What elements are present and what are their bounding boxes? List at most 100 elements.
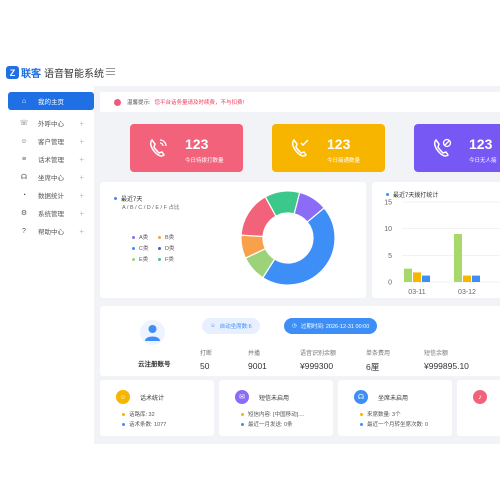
sidebar-item-label: 客户管理 (38, 139, 64, 146)
legend-item[interactable]: D类 (158, 244, 174, 252)
pie-slice-1[interactable] (262, 207, 336, 286)
card-title: 坐席未启用 (378, 396, 409, 402)
extra-card[interactable]: ♪ (457, 380, 500, 436)
legend-label: C类 (139, 246, 149, 252)
x-tick-label: 03-11 (408, 289, 425, 296)
user-small-icon: ☺ (210, 323, 216, 329)
expand-icon[interactable]: + (79, 154, 84, 164)
seat-card[interactable]: ☊ 坐席未启用 来席数量: 3个 最近一个月转坐席次数: 0 (338, 380, 452, 436)
bar-03-11-1[interactable] (413, 272, 421, 282)
home-icon: ⌂ (21, 97, 27, 105)
line-dot (360, 412, 363, 416)
sidebar-item-help[interactable]: ? 帮助中心 + (8, 222, 94, 240)
clock-icon: ◷ (292, 323, 297, 329)
stat-card-pending[interactable]: 123 今日待拨打数量 (130, 124, 243, 172)
card-line-text: 最近一个月转坐席次数: 0 (367, 422, 429, 428)
users-icon: ☺ (20, 137, 28, 145)
bar-chart-title: 最近7天拨打统计 (393, 193, 439, 199)
metric-concurrency: 并播 9001 (248, 348, 267, 371)
expand-icon[interactable]: + (79, 190, 84, 200)
headset-icon: ☊ (354, 390, 368, 404)
card-line: 话路库: 32 (122, 410, 155, 418)
card-line: 短信内容: [中国移动].... (241, 410, 304, 418)
sidebar-item-scripts[interactable]: ≡ 话术管理 + (8, 150, 94, 168)
logo[interactable]: Z 联客 语音智能系统 (6, 65, 104, 80)
y-tick-label: 15 (384, 200, 392, 207)
legend-item[interactable]: A类 (132, 233, 148, 241)
expire-text: 过期时间: 2026-12-31 00:00 (300, 324, 370, 330)
bar-03-12-2[interactable] (472, 275, 480, 282)
sidebar-item-label: 数据统计 (38, 193, 64, 200)
script-stats-card[interactable]: ☺ 话术统计 话路库: 32 话术条数: 1077 (100, 380, 214, 436)
logo-mark: Z (6, 66, 19, 79)
metric-asr-balance: 语音识别余额 ¥999300 (300, 348, 336, 371)
sidebar-item-home[interactable]: ⌂ 我的主页 (8, 92, 94, 110)
legend-item[interactable]: E类 (132, 255, 148, 263)
stat-card-unanswered[interactable]: 123 今日无人接 (414, 124, 500, 172)
card-title: 话术统计 (140, 396, 165, 402)
bar-03-11-2[interactable] (422, 275, 430, 282)
sidebar-item-label: 坐席中心 (38, 175, 64, 182)
intent-panel: 最近7天 A / B / C / D / E / F 占比 A类 B类 C类 D… (100, 182, 366, 298)
sidebar-item-customers[interactable]: ☺ 客户管理 + (8, 132, 94, 150)
sidebar-item-system[interactable]: ⚙ 系统管理 + (8, 204, 94, 222)
phone-check-icon (291, 138, 309, 157)
metric-value: 9001 (248, 361, 267, 371)
stat-card-connected[interactable]: 123 今日接通数量 (272, 124, 385, 172)
menu-toggle-icon[interactable] (106, 68, 115, 75)
help-icon: ? (22, 227, 26, 235)
panel-title-wrap: 最近7天拨打统计 (386, 190, 438, 199)
metric-sms-balance: 短信余额 ¥999895.10 (424, 348, 469, 371)
card-line-text: 话路库: 32 (129, 412, 155, 418)
card-line-text: 最近一月发送: 0条 (248, 422, 293, 428)
avatar[interactable] (140, 320, 165, 345)
metric-value: ¥999895.10 (424, 361, 469, 371)
stat-label: 今日接通数量 (327, 158, 361, 164)
call-stats-panel: 最近7天拨打统计 0 5 10 15 03-11 03-12 (372, 182, 500, 298)
legend-item[interactable]: F类 (158, 255, 174, 263)
card-line: 来席数量: 3个 (360, 410, 401, 418)
legend-dot (132, 257, 135, 261)
sidebar-item-label: 我的主页 (38, 99, 64, 106)
system-name: 语音智能系统 (44, 69, 104, 80)
legend-item[interactable]: B类 (158, 233, 174, 241)
account-panel: 云注册账号 ☺ 自动坐席数:6 ◷ 过期时间: 2026-12-31 00:00… (100, 306, 500, 376)
warning-icon (114, 98, 121, 106)
legend-dot (158, 246, 161, 250)
sidebar-item-label: 帮助中心 (38, 229, 64, 236)
card-line-text: 来席数量: 3个 (367, 412, 401, 418)
legend-item[interactable]: C类 (132, 244, 148, 252)
expand-icon[interactable]: + (79, 118, 84, 128)
sidebar-item-outbound[interactable]: ☏ 外呼中心 + (8, 114, 94, 132)
metric-label: 单条费用 (366, 351, 391, 357)
sms-card[interactable]: ✉ 短信未启用 短信内容: [中国移动].... 最近一月发送: 0条 (219, 380, 333, 436)
pie-slice-5[interactable] (264, 190, 301, 217)
notice-label: 温馨提示: (127, 100, 151, 106)
bar-03-11-0[interactable] (404, 268, 412, 282)
expire-badge[interactable]: ◷ 过期时间: 2026-12-31 00:00 (284, 318, 378, 334)
expand-icon[interactable]: + (79, 208, 84, 218)
card-line-text: 短信内容: [中国移动].... (248, 412, 305, 418)
bar-03-12-1[interactable] (463, 275, 471, 282)
y-tick-label: 10 (384, 226, 392, 233)
sidebar-item-label: 外呼中心 (38, 121, 64, 128)
sidebar-item-statistics[interactable]: ◔ 数据统计 + (8, 186, 94, 204)
stat-value: 123 (327, 136, 351, 152)
legend-label: B类 (165, 235, 175, 241)
chart-icon: ◔ (21, 191, 27, 199)
bar-03-12-0[interactable] (454, 234, 462, 282)
line-dot (122, 422, 125, 426)
expand-icon[interactable]: + (79, 226, 84, 236)
expand-icon[interactable]: + (79, 136, 84, 146)
metric-label: 打断 (200, 351, 213, 357)
legend-dot (132, 235, 135, 239)
auto-assign-badge[interactable]: ☺ 自动坐席数:6 (202, 318, 260, 334)
account-name: 云注册账号 (138, 361, 171, 368)
metric-label: 并播 (248, 351, 261, 357)
chat-icon: ☺ (116, 390, 130, 404)
bell-icon: ♪ (473, 390, 487, 404)
metric-value: ¥999300 (300, 361, 334, 371)
expand-icon[interactable]: + (79, 172, 84, 182)
sidebar-item-seats[interactable]: ☊ 坐席中心 + (8, 168, 94, 186)
intent-donut-chart (240, 190, 336, 286)
